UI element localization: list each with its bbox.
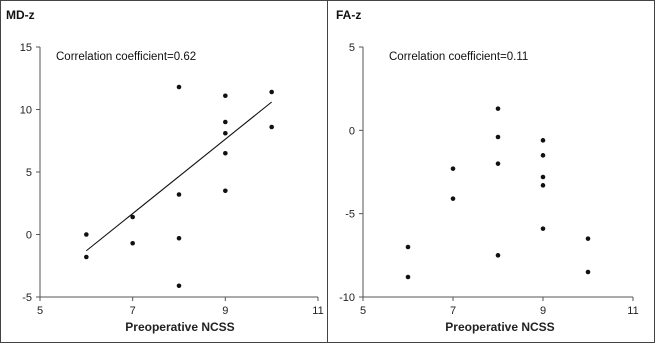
data-point [495,134,501,140]
y-tick-label: -10 [339,292,355,304]
data-point [540,138,546,143]
data-point [223,188,228,194]
data-point [130,240,135,246]
data-point [84,254,89,260]
data-point [495,106,501,111]
data-point [223,93,228,99]
data-point [405,244,411,250]
correlation-annotation: Correlation coefficient=0.11 [389,51,528,63]
data-point [84,232,89,237]
y-tick-label: 5 [349,42,355,54]
data-point [450,166,456,171]
y-tick-label: 10 [20,105,32,117]
y-tick-label: 0 [26,230,32,242]
panel-title: MD-z [6,8,35,22]
panel-title: FA-z [336,8,361,22]
data-point [405,274,411,280]
data-point [269,89,274,95]
data-point [495,253,501,258]
data-point [540,183,546,188]
correlation-annotation: Correlation coefficient=0.62 [56,51,196,63]
x-tick-label: 5 [37,305,43,317]
fa-z-panel: FA-z 5 0 -5 -10 5 7 9 11 Preoperative NCSS Correla… [336,8,639,334]
data-point [540,153,546,158]
data-point [176,283,182,289]
y-tick-label: 5 [26,167,32,179]
y-tick-label: 15 [20,42,32,54]
x-tick-label: 7 [450,305,456,317]
x-tick-label: 11 [627,305,638,317]
y-tick-label: -5 [22,292,32,304]
x-tick-label: 7 [130,305,136,317]
x-tick-label: 9 [540,305,546,317]
y-tick-label: 0 [349,125,355,137]
data-point [540,174,546,180]
data-point [585,269,591,275]
data-point [450,196,456,201]
md-z-panel: MD-z 15 10 5 0 -5 5 7 9 11 Preoperative NCSS Correl… [6,8,324,334]
data-point [130,214,135,220]
data-point [585,236,591,241]
data-point [176,84,182,90]
data-point [176,192,182,197]
data-point [269,124,274,130]
y-tick-label: -5 [345,209,355,221]
data-point [176,235,182,241]
x-axis-label: Preoperative NCSS [125,320,234,334]
data-point [223,130,228,136]
x-tick-label: 11 [312,305,323,317]
data-point [223,150,228,156]
x-tick-label: 9 [222,305,228,317]
trendline [85,101,273,252]
data-point [495,161,501,166]
data-point [223,119,228,125]
data-point [540,226,546,231]
x-tick-label: 5 [360,305,366,317]
x-axis-label: Preoperative NCSS [445,320,554,334]
